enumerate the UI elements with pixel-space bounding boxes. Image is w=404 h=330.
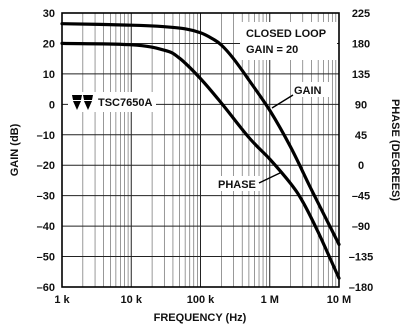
y-tick-labels: 30 20 10 0 –10 –20 –30 –40 –50 –60: [37, 8, 55, 294]
y2-tick-label: 45: [355, 130, 367, 142]
series-group: [60, 22, 341, 280]
closed-loop-box: [240, 22, 337, 60]
x-tick-label: 10 M: [327, 294, 351, 306]
phase-curve: [60, 41, 341, 280]
y-tick-label: 0: [49, 99, 55, 111]
y2-tick-label: –45: [352, 191, 370, 203]
y2-tick-labels: 225 180 135 90 45 0 –45 –90 –135 –180: [349, 8, 373, 294]
y2-tick-label: –135: [349, 252, 373, 264]
phase-label-bg: [216, 176, 260, 191]
y2-tick-label: 180: [352, 38, 370, 50]
x-tick-label: 1 M: [261, 294, 279, 306]
gain-label-bg: [291, 82, 329, 97]
x-tick-label: 1 k: [54, 294, 70, 306]
y2-tick-label: 0: [358, 160, 364, 172]
y-tick-label: –40: [37, 221, 55, 233]
y-tick-label: –30: [37, 191, 55, 203]
x-axis-label: FREQUENCY (Hz): [154, 312, 247, 324]
y2-tick-label: 135: [352, 69, 370, 81]
y2-tick-label: 225: [352, 8, 370, 20]
y-tick-label: –50: [37, 252, 55, 264]
y2-tick-label: –90: [352, 221, 370, 233]
x-tick-labels: 1 k 10 k 100 k 1 M 10 M: [54, 294, 351, 306]
y-tick-label: –60: [37, 282, 55, 294]
y2-tick-label: –180: [349, 282, 373, 294]
closed-loop-label-line2: GAIN = 20: [246, 44, 298, 56]
gain-curve: [60, 22, 341, 246]
closed-loop-label-line1: CLOSED LOOP: [246, 28, 326, 40]
phase-pointer: [258, 171, 283, 184]
gain-curve-label: GAIN: [294, 85, 322, 97]
y-axis-label: GAIN (dB): [9, 123, 21, 176]
y-tick-label: 30: [43, 8, 55, 20]
plot-frame: [61, 12, 340, 288]
y2-tick-label: 90: [355, 99, 367, 111]
y-tick-label: –10: [37, 130, 55, 142]
teledyne-logo: [68, 92, 156, 112]
y2-axis-label: PHASE (DEGREES): [389, 99, 401, 201]
x-tick-label: 10 k: [121, 294, 143, 306]
y-tick-label: 20: [43, 38, 55, 50]
phase-curve-label: PHASE: [218, 179, 256, 191]
y-tick-label: 10: [43, 69, 55, 81]
y-tick-label: –20: [37, 160, 55, 172]
part-number-label: TSC7650A: [98, 97, 152, 109]
gain-pointer: [271, 94, 294, 109]
x-tick-label: 100 k: [187, 294, 215, 306]
